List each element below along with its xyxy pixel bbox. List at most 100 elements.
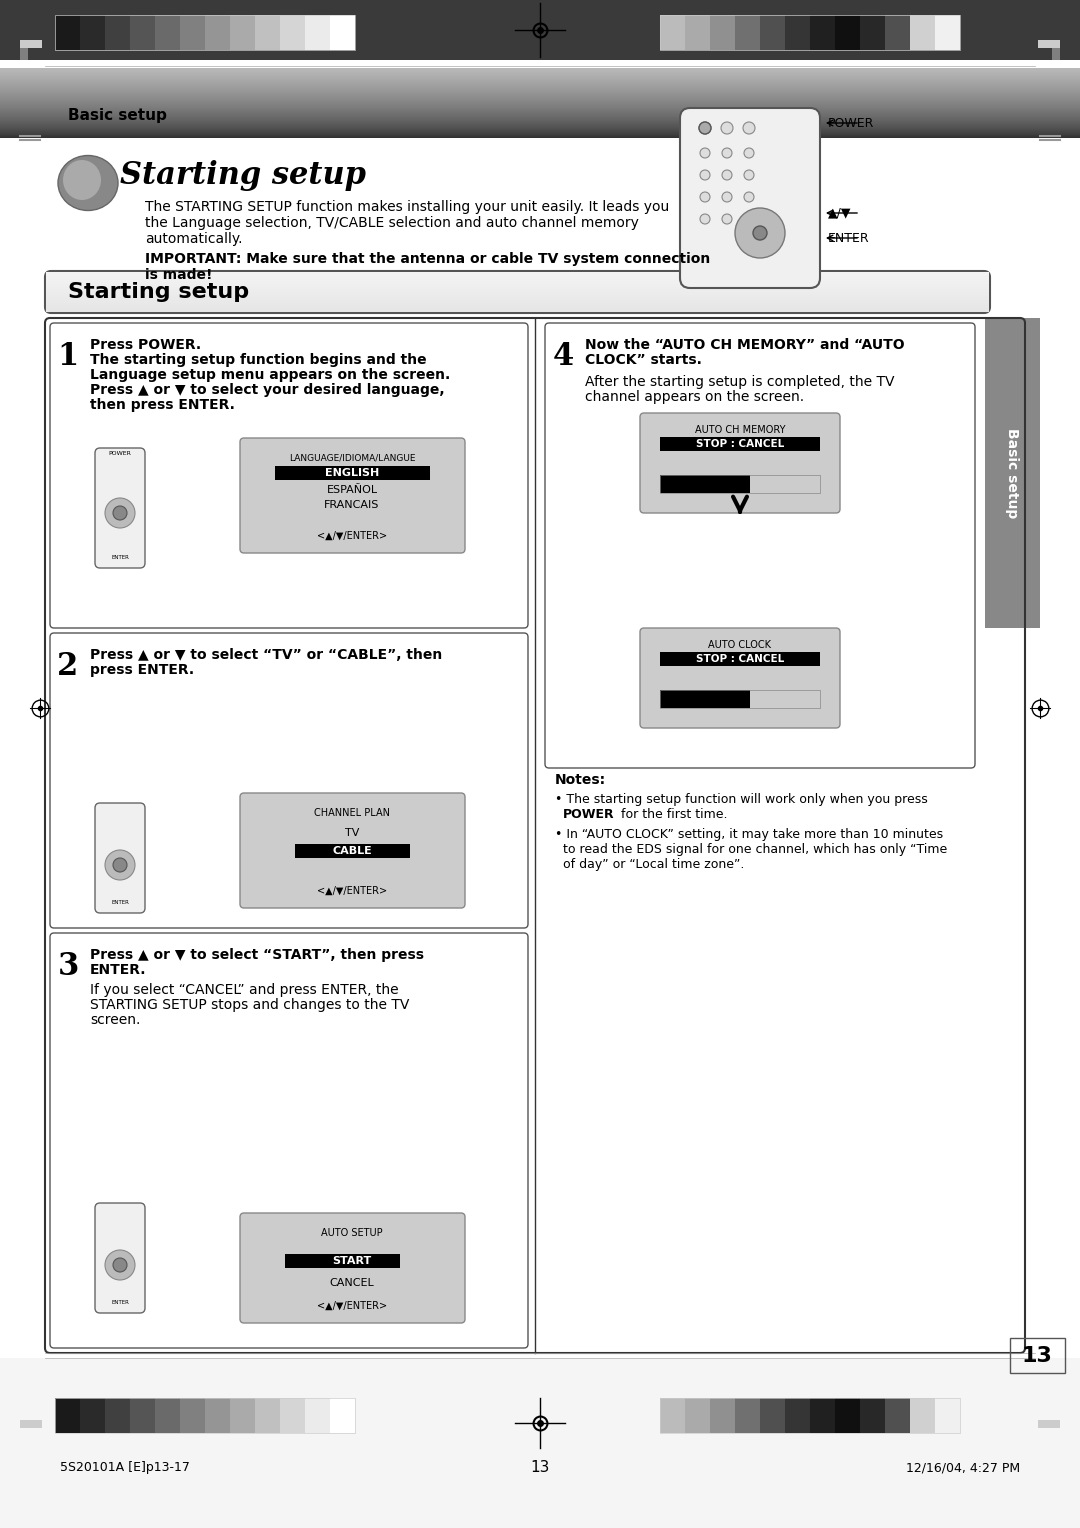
- FancyBboxPatch shape: [156, 15, 180, 50]
- FancyBboxPatch shape: [285, 1254, 400, 1268]
- Text: 2: 2: [57, 651, 79, 681]
- Text: <▲/▼/ENTER>: <▲/▼/ENTER>: [316, 532, 387, 541]
- Text: POWER: POWER: [109, 451, 132, 455]
- Text: screen.: screen.: [90, 1013, 140, 1027]
- Ellipse shape: [113, 1258, 127, 1271]
- Text: CHANNEL PLAN: CHANNEL PLAN: [314, 808, 390, 817]
- Text: Basic setup: Basic setup: [1005, 428, 1020, 518]
- FancyBboxPatch shape: [180, 15, 205, 50]
- Text: Notes:: Notes:: [555, 773, 606, 787]
- Ellipse shape: [699, 122, 711, 134]
- Text: Basic setup: Basic setup: [68, 108, 167, 122]
- FancyBboxPatch shape: [205, 1398, 230, 1433]
- FancyBboxPatch shape: [910, 15, 935, 50]
- FancyBboxPatch shape: [46, 287, 989, 289]
- Text: STOP : CANCEL: STOP : CANCEL: [696, 654, 784, 665]
- Text: STOP : CANCEL: STOP : CANCEL: [696, 439, 784, 449]
- FancyBboxPatch shape: [660, 475, 750, 494]
- Text: POWER: POWER: [828, 116, 875, 130]
- Text: automatically.: automatically.: [145, 232, 243, 246]
- FancyBboxPatch shape: [330, 1398, 355, 1433]
- FancyBboxPatch shape: [240, 793, 465, 908]
- Ellipse shape: [735, 208, 785, 258]
- FancyBboxPatch shape: [785, 15, 810, 50]
- FancyBboxPatch shape: [21, 47, 28, 60]
- FancyBboxPatch shape: [1038, 1420, 1059, 1429]
- Text: ENTER: ENTER: [111, 555, 129, 559]
- Ellipse shape: [699, 122, 711, 134]
- Text: ENTER.: ENTER.: [90, 963, 147, 976]
- Text: AUTO CH MEMORY: AUTO CH MEMORY: [694, 425, 785, 435]
- FancyBboxPatch shape: [735, 15, 760, 50]
- Text: channel appears on the screen.: channel appears on the screen.: [585, 390, 805, 403]
- Ellipse shape: [744, 148, 754, 157]
- FancyBboxPatch shape: [46, 298, 989, 299]
- FancyBboxPatch shape: [295, 843, 410, 859]
- Text: The starting setup function begins and the: The starting setup function begins and t…: [90, 353, 427, 367]
- Text: 5S20101A [E]p13-17: 5S20101A [E]p13-17: [60, 1461, 190, 1475]
- FancyBboxPatch shape: [280, 1398, 305, 1433]
- FancyBboxPatch shape: [46, 295, 989, 298]
- Text: ENTER: ENTER: [111, 1300, 129, 1305]
- FancyBboxPatch shape: [21, 40, 42, 47]
- FancyBboxPatch shape: [46, 286, 989, 287]
- Text: the Language selection, TV/CABLE selection and auto channel memory: the Language selection, TV/CABLE selecti…: [145, 215, 639, 231]
- FancyBboxPatch shape: [46, 299, 989, 301]
- Text: to read the EDS signal for one channel, which has only “Time: to read the EDS signal for one channel, …: [555, 843, 947, 856]
- FancyBboxPatch shape: [760, 1398, 785, 1433]
- FancyBboxPatch shape: [46, 292, 989, 293]
- FancyBboxPatch shape: [46, 275, 989, 278]
- FancyBboxPatch shape: [685, 1398, 710, 1433]
- FancyBboxPatch shape: [46, 280, 989, 281]
- FancyBboxPatch shape: [46, 274, 989, 277]
- FancyBboxPatch shape: [130, 15, 156, 50]
- Text: POWER: POWER: [563, 808, 615, 821]
- FancyBboxPatch shape: [95, 804, 145, 914]
- FancyBboxPatch shape: [46, 296, 989, 298]
- Ellipse shape: [723, 148, 732, 157]
- Text: STARTING SETUP stops and changes to the TV: STARTING SETUP stops and changes to the …: [90, 998, 409, 1012]
- Text: AUTO CLOCK: AUTO CLOCK: [708, 640, 771, 649]
- FancyBboxPatch shape: [46, 274, 989, 275]
- FancyBboxPatch shape: [810, 15, 835, 50]
- FancyBboxPatch shape: [255, 15, 280, 50]
- FancyBboxPatch shape: [785, 1398, 810, 1433]
- FancyBboxPatch shape: [45, 270, 990, 313]
- Text: for the first time.: for the first time.: [617, 808, 728, 821]
- Text: If you select “CANCEL” and press ENTER, the: If you select “CANCEL” and press ENTER, …: [90, 983, 399, 996]
- Ellipse shape: [744, 214, 754, 225]
- FancyBboxPatch shape: [240, 1213, 465, 1323]
- FancyBboxPatch shape: [46, 304, 989, 306]
- FancyBboxPatch shape: [130, 1398, 156, 1433]
- FancyBboxPatch shape: [935, 1398, 960, 1433]
- Text: START: START: [333, 1256, 372, 1267]
- FancyBboxPatch shape: [230, 15, 255, 50]
- FancyBboxPatch shape: [280, 15, 305, 50]
- Ellipse shape: [744, 170, 754, 180]
- Ellipse shape: [58, 156, 118, 211]
- FancyBboxPatch shape: [710, 15, 735, 50]
- FancyBboxPatch shape: [46, 290, 989, 292]
- FancyBboxPatch shape: [640, 628, 840, 727]
- FancyBboxPatch shape: [860, 1398, 885, 1433]
- FancyBboxPatch shape: [46, 306, 989, 309]
- Text: <▲/▼/ENTER>: <▲/▼/ENTER>: [316, 1300, 387, 1311]
- FancyBboxPatch shape: [660, 691, 750, 707]
- Ellipse shape: [700, 214, 710, 225]
- FancyBboxPatch shape: [255, 1398, 280, 1433]
- FancyBboxPatch shape: [760, 15, 785, 50]
- FancyBboxPatch shape: [885, 1398, 910, 1433]
- FancyBboxPatch shape: [660, 652, 820, 666]
- FancyBboxPatch shape: [860, 15, 885, 50]
- FancyBboxPatch shape: [735, 1398, 760, 1433]
- FancyBboxPatch shape: [330, 15, 355, 50]
- FancyBboxPatch shape: [305, 15, 330, 50]
- Ellipse shape: [105, 850, 135, 880]
- FancyBboxPatch shape: [80, 15, 105, 50]
- FancyBboxPatch shape: [46, 301, 989, 303]
- FancyBboxPatch shape: [55, 1398, 80, 1433]
- Text: LANGUAGE/IDIOMA/LANGUE: LANGUAGE/IDIOMA/LANGUE: [288, 452, 415, 461]
- Text: Press ▲ or ▼ to select “TV” or “CABLE”, then: Press ▲ or ▼ to select “TV” or “CABLE”, …: [90, 648, 442, 662]
- FancyBboxPatch shape: [46, 309, 989, 310]
- FancyBboxPatch shape: [0, 1358, 1080, 1528]
